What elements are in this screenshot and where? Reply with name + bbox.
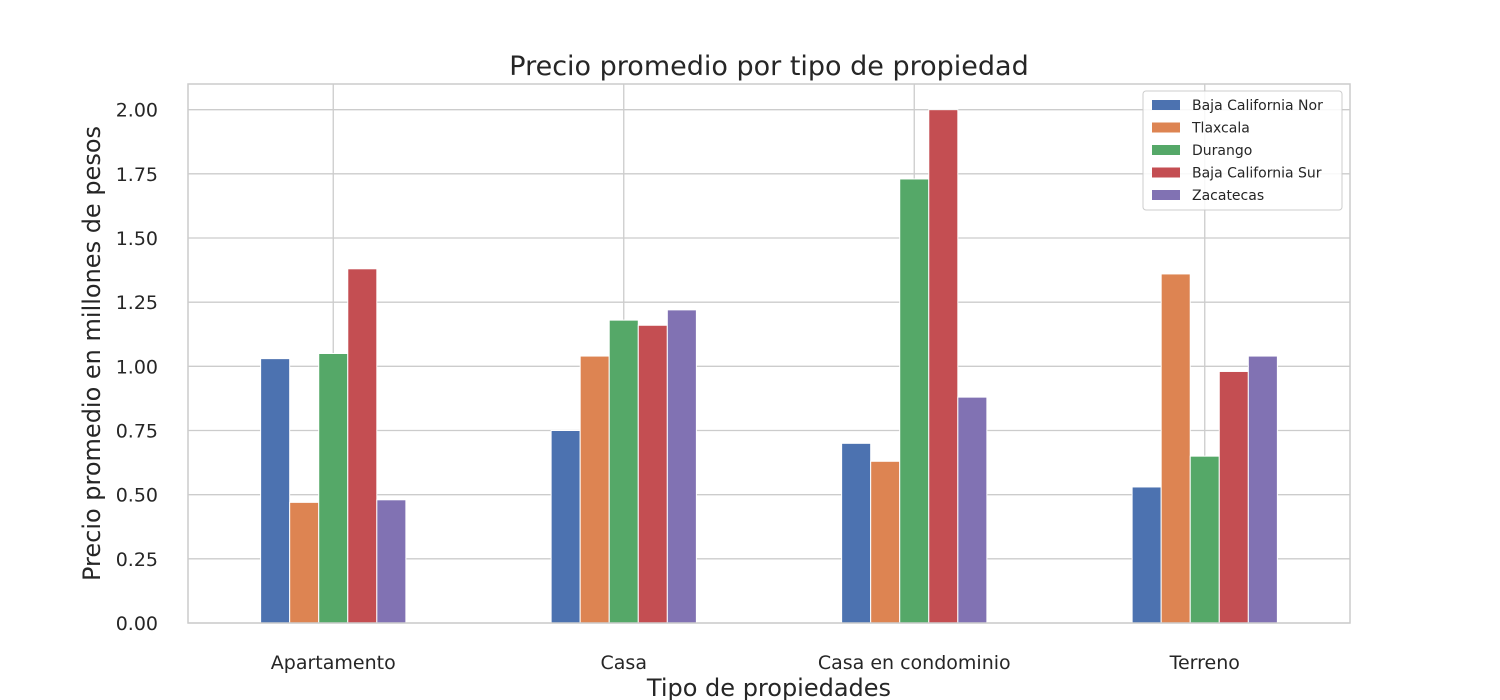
legend-swatch — [1152, 190, 1180, 200]
y-tick-label: 1.00 — [116, 356, 158, 378]
y-tick-label: 1.75 — [116, 164, 158, 186]
bar-0-2 — [318, 353, 349, 624]
x-tick-label: Casa en condominio — [818, 652, 1011, 674]
y-tick-label: 0.00 — [116, 613, 158, 635]
y-tick-label: 0.50 — [116, 485, 158, 507]
legend-swatch — [1152, 167, 1180, 178]
x-axis-label: Tipo de propiedades — [646, 674, 891, 700]
x-tick-label: Casa — [601, 652, 647, 674]
bar-2-4 — [957, 396, 988, 624]
legend-swatch — [1152, 122, 1180, 133]
y-axis-label: Precio promedio en millones de pesos — [78, 126, 106, 581]
bar-0-1 — [289, 501, 320, 624]
legend-swatch — [1152, 100, 1180, 110]
bar-3-1 — [1160, 273, 1191, 624]
bar-2-2 — [899, 178, 930, 624]
bar-3-2 — [1189, 455, 1220, 624]
legend-label: Zacatecas — [1192, 188, 1264, 204]
bar-3-3 — [1218, 370, 1249, 624]
bar-1-4 — [666, 309, 697, 624]
y-tick-label: 2.00 — [116, 100, 158, 122]
y-tick-labels: 0.00 0.25 0.50 0.75 1.00 1.25 1.50 1.75 2.00 — [116, 100, 158, 635]
y-tick-label: 0.25 — [116, 549, 158, 571]
bar-2-3 — [928, 109, 959, 624]
legend-label: Durango — [1192, 143, 1252, 159]
bar-1-2 — [608, 319, 639, 624]
bar-0-4 — [376, 499, 407, 624]
y-tick-label: 0.75 — [116, 421, 158, 443]
legend-label: Baja California Nor — [1192, 98, 1323, 114]
bar-0-3 — [347, 268, 378, 624]
bar-1-1 — [579, 355, 610, 624]
plot-frame — [187, 83, 1351, 624]
bar-1-3 — [637, 324, 668, 624]
legend: Baja California Nor Tlaxcala Durango Baja C… — [1142, 90, 1343, 211]
bar-3-4 — [1247, 355, 1278, 624]
legend-swatch — [1152, 145, 1180, 155]
chart-title: Precio promedio por tipo de propiedad — [509, 51, 1028, 82]
legend-box — [1142, 90, 1343, 211]
legend-label: Tlaxcala — [1191, 121, 1250, 137]
bar-2-1 — [870, 460, 901, 624]
bar-0-0 — [260, 358, 291, 624]
x-tick-label: Terreno — [1169, 652, 1240, 674]
legend-label: Baja California Sur — [1192, 166, 1322, 182]
bar-3-0 — [1131, 486, 1162, 624]
bars — [260, 109, 1278, 624]
x-tick-labels: Apartamento Casa Casa en condominio Terreno — [271, 652, 1240, 674]
bar-1-0 — [550, 430, 581, 624]
y-tick-label: 1.25 — [116, 292, 158, 314]
y-tick-label: 1.50 — [116, 228, 158, 250]
bar-2-0 — [841, 442, 872, 624]
x-tick-label: Apartamento — [271, 652, 396, 674]
